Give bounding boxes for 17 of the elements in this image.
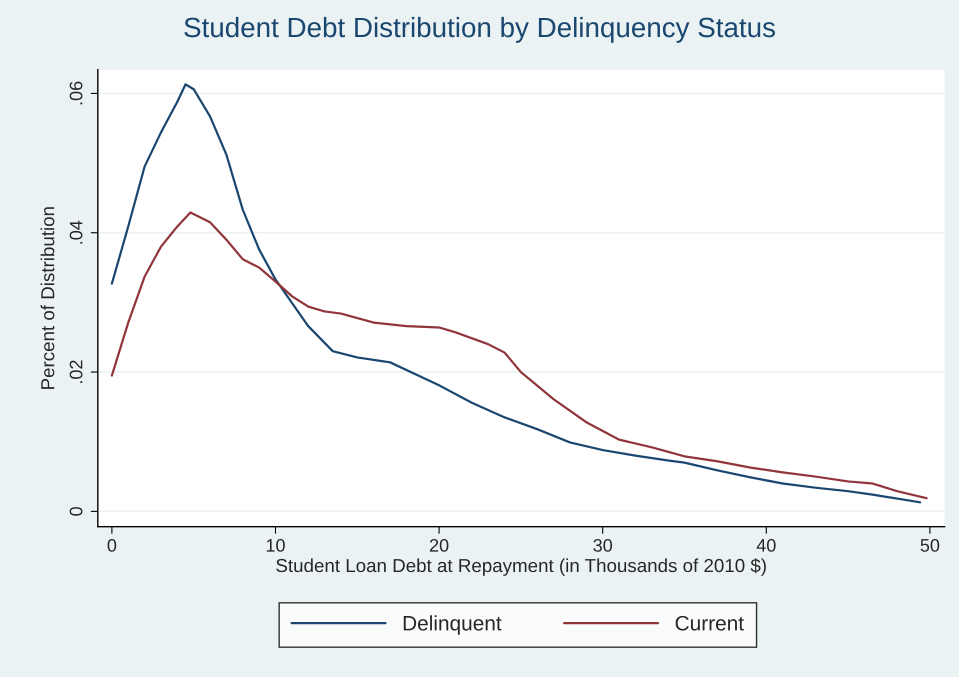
y-axis-title: Percent of Distribution (40, 207, 54, 389)
x-axis-title: Student Loan Debt at Repayment (in Thousands of 2010 $) (276, 558, 766, 576)
x-tick-label: 20 (430, 538, 448, 552)
legend-label: Delinquent (404, 615, 502, 635)
x-tick-label: 10 (266, 538, 285, 552)
y-tick-label: .02 (70, 360, 82, 383)
x-tick-label: 40 (756, 538, 776, 552)
y-tick-label: 0 (70, 507, 82, 516)
y-tick-label: .04 (70, 220, 82, 244)
line-series (110, 211, 928, 500)
chart-title: Student Debt Distribution by Delinquency Status (184, 16, 775, 43)
legend-label: Current (676, 616, 744, 631)
y-tick-label: .06 (70, 82, 82, 104)
x-tick-label: 50 (920, 538, 940, 552)
line-series (110, 83, 922, 504)
x-tick-label: 30 (593, 538, 612, 552)
x-tick-label: 0 (108, 538, 116, 552)
